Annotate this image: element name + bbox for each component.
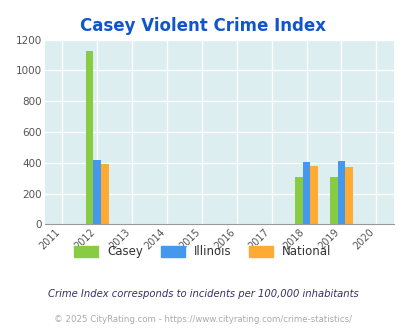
Text: Casey Violent Crime Index: Casey Violent Crime Index [80,17,325,35]
Text: Crime Index corresponds to incidents per 100,000 inhabitants: Crime Index corresponds to incidents per… [47,289,358,299]
Bar [309,166,317,224]
Text: © 2025 CityRating.com - https://www.cityrating.com/crime-statistics/: © 2025 CityRating.com - https://www.city… [54,315,351,324]
Bar [294,178,302,224]
Bar [100,164,108,224]
Bar [93,160,100,224]
Bar [329,177,337,224]
Bar [344,167,352,224]
Bar [302,162,309,224]
Legend: Casey, Illinois, National: Casey, Illinois, National [69,241,336,263]
Bar [85,51,93,224]
Bar [337,161,344,224]
